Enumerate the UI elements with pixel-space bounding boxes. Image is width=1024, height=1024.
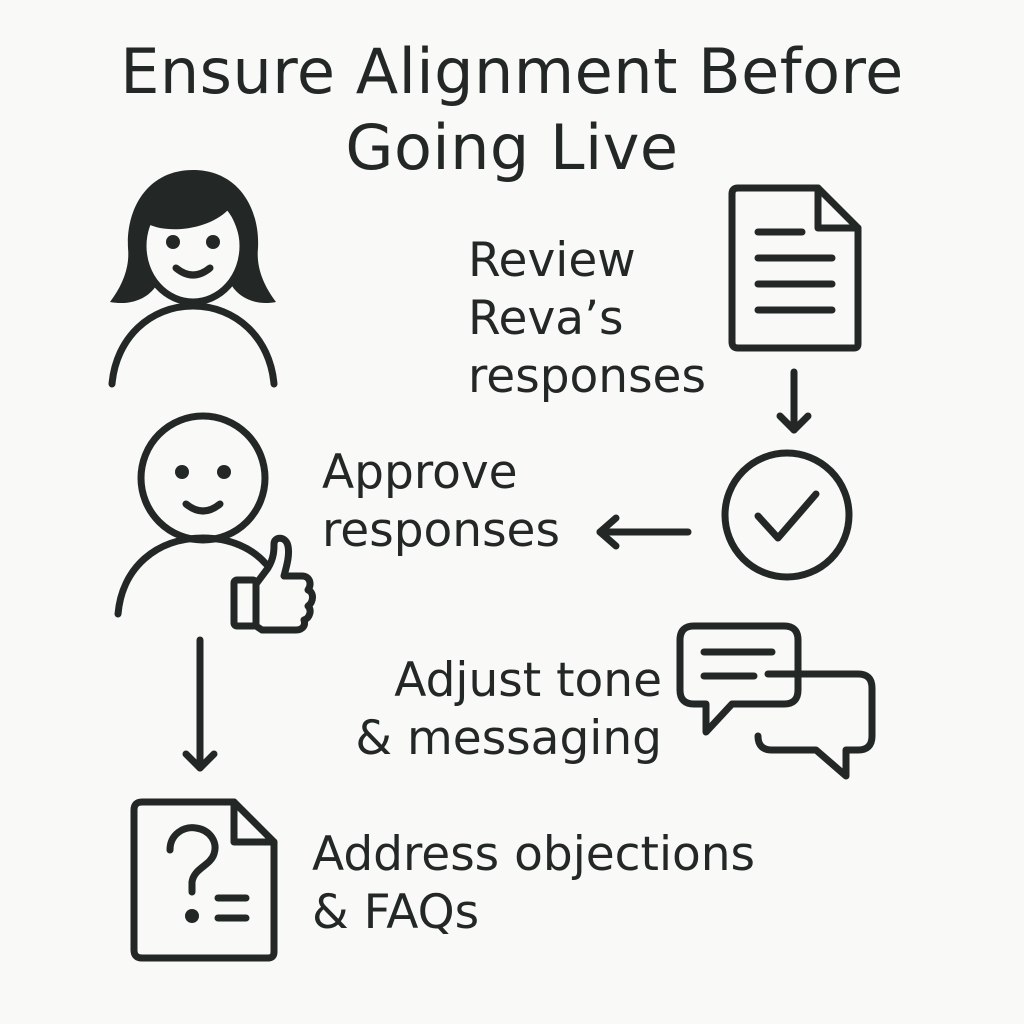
chat-bubbles-icon — [676, 622, 880, 784]
step-label-review: Review Reva’s responses — [468, 233, 706, 404]
step-label-address-objections: Address objections & FAQs — [312, 827, 756, 940]
title-line-1: Ensure Alignment Before — [120, 35, 904, 108]
woman-avatar-icon — [108, 168, 278, 390]
checkmark-circle-icon — [720, 448, 854, 582]
arrow-down-icon — [182, 636, 218, 778]
step-label-approve: Approve responses — [322, 445, 560, 558]
step-label-adjust-tone: Adjust tone & messaging — [355, 653, 662, 766]
document-icon — [728, 184, 862, 352]
thumbs-up-person-icon — [112, 412, 318, 634]
faq-document-icon — [130, 798, 278, 962]
arrow-left-icon — [594, 514, 694, 550]
title-line-2: Going Live — [345, 111, 679, 184]
arrow-down-icon — [776, 368, 812, 438]
page-title: Ensure Alignment Before Going Live — [0, 34, 1024, 186]
